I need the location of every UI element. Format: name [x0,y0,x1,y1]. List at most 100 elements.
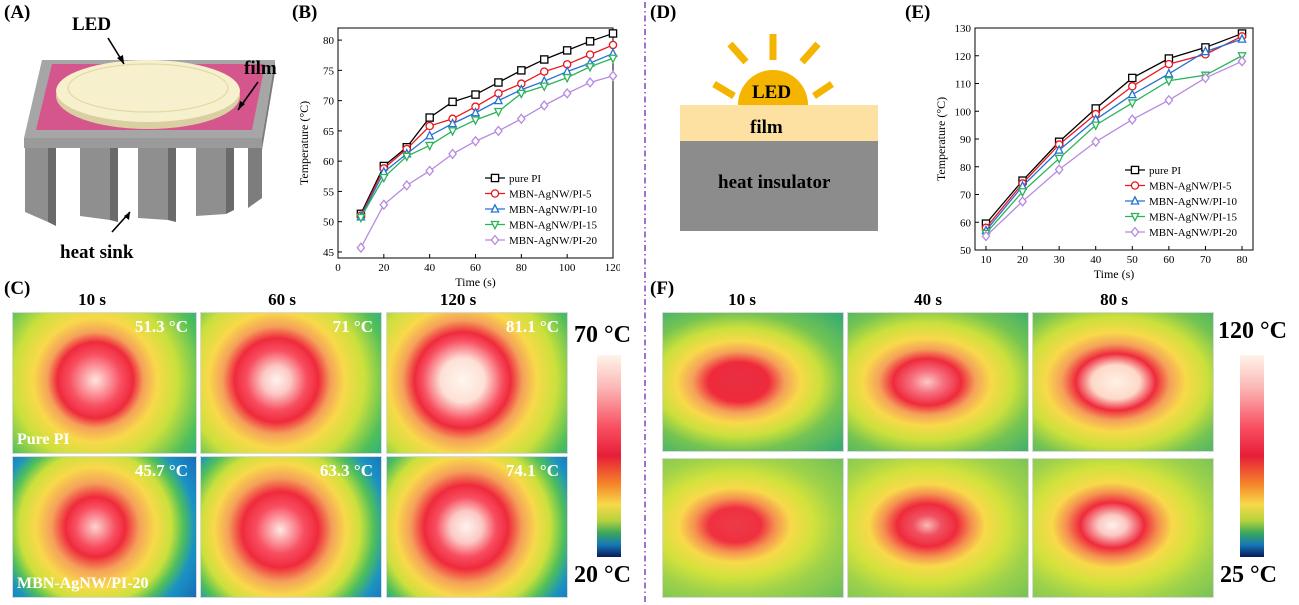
y-tick-label: 60 [323,156,335,168]
x-tick-label: 80 [516,262,528,274]
x-tick-label: 40 [1090,254,1102,266]
data-point [356,213,366,224]
insulator-illustration [680,34,878,231]
y-tick-label: 70 [323,96,335,108]
data-point [493,125,503,137]
x-tick-label: 80 [1237,254,1249,266]
y-axis-label: Temperature (°C) [297,101,311,185]
data-point [493,107,504,118]
y-tick-label: 100 [955,106,972,118]
temperature-readout: 51.3 °C [134,317,188,336]
thermal-image-agnw-120s: 74.1 °C [386,456,568,598]
legend-marker [1130,165,1140,175]
film-callout: film [244,58,277,79]
heat-sink-fins [25,130,262,226]
data-point [516,89,526,100]
y-tick-label: 55 [323,186,335,198]
y-tick-label: 75 [323,65,335,77]
legend-marker [1130,212,1140,223]
y-axis-label: Temperature (°C) [934,97,948,181]
legend-label: MBN-AgNW/PI-10 [1149,196,1237,208]
colorbar-f [1240,355,1264,557]
thermal-image-pure-10s: 51.3 °C Pure PI [12,312,197,454]
legend-item: MBN-AgNW/PI-5 [485,189,592,201]
data-point [516,113,526,125]
legend-label: MBN-AgNW/PI-5 [1149,181,1232,193]
sample-label-agnw: MBN-AgNW/PI-20 [17,575,149,592]
data-point [425,165,435,177]
data-point [1237,33,1247,43]
legend-marker [490,189,500,198]
y-tick-label: 70 [960,190,972,202]
series-line [985,55,1243,234]
thermal-image-f-bottom-10s [662,458,844,598]
panel-label-e: (E) [905,2,931,23]
legend-marker [490,234,500,246]
legend-label: MBN-AgNW/PI-5 [509,189,592,201]
legend-item: MBN-AgNW/PI-5 [1125,181,1232,193]
data-point [356,242,366,254]
data-point [1127,114,1137,126]
data-point [608,29,618,38]
panel-label-d: (D) [650,2,677,23]
x-tick-label: 40 [424,262,436,274]
data-point [448,97,457,107]
data-point [425,113,434,122]
colorbar-min-c: 20 °C [574,562,631,588]
data-point [1164,94,1174,106]
thermal-image-f-top-40s [847,312,1029,452]
x-axis-label: Time (s) [1094,267,1135,281]
led-callout: LED [72,14,112,35]
data-point [539,55,549,64]
colorbar-c [597,355,621,557]
x-tick-label: 60 [1163,254,1175,266]
data-point [539,82,549,92]
legend-item: MBN-AgNW/PI-15 [485,220,597,232]
legend-label: MBN-AgNW/PI-15 [509,220,597,232]
data-point [425,121,434,131]
data-point [470,116,481,126]
chart-b: 0 20 40 60 80 100 120 45 50 55 60 65 70 75 80 Time (s) T… [297,27,620,289]
data-point [585,50,595,59]
data-point [1054,164,1064,175]
time-label-c-2: 60 s [268,290,296,309]
led-disk [56,60,240,122]
temperature-readout: 71 °C [332,317,373,336]
data-point [471,90,480,99]
y-tick-label: 80 [323,35,335,47]
y-tick-label: 110 [955,79,972,91]
panel-label-c: (C) [4,278,31,299]
temperature-readout: 63.3 °C [319,461,373,480]
series-line [360,75,614,249]
colorbar-max-c: 70 °C [574,322,631,348]
legend-marker [490,173,500,183]
x-tick-label: 60 [470,262,482,274]
data-point [471,135,480,147]
data-point [608,40,618,50]
data-point [1054,144,1064,154]
data-point [494,78,503,87]
thermal-image-agnw-10s: 45.7 °C MBN-AgNW/PI-20 [12,456,197,598]
data-point [562,46,572,55]
sample-label-pure: Pure PI [17,431,70,448]
legend-item: MBN-AgNW/PI-20 [1125,226,1237,239]
heat-sink-base-front [24,138,262,148]
y-tick-label: 65 [323,126,335,138]
heat-insulator-block [680,141,878,231]
legend-label: MBN-AgNW/PI-20 [509,235,597,247]
data-point [562,73,572,84]
data-point [585,37,595,46]
y-tick-label: 50 [960,245,972,257]
data-point [1201,72,1210,84]
data-point [585,77,595,88]
colorbar-max-f: 120 °C [1218,318,1287,344]
thermal-image-f-bottom-40s [847,458,1029,598]
series-5 [356,70,618,254]
time-label-f-1: 10 s [728,290,756,309]
data-point [1127,99,1137,109]
panel-label-a: (A) [4,2,31,23]
data-point [517,66,526,75]
x-tick-label: 20 [1017,254,1029,266]
x-tick-label: 20 [378,262,390,274]
thermal-image-f-bottom-80s [1032,458,1214,598]
